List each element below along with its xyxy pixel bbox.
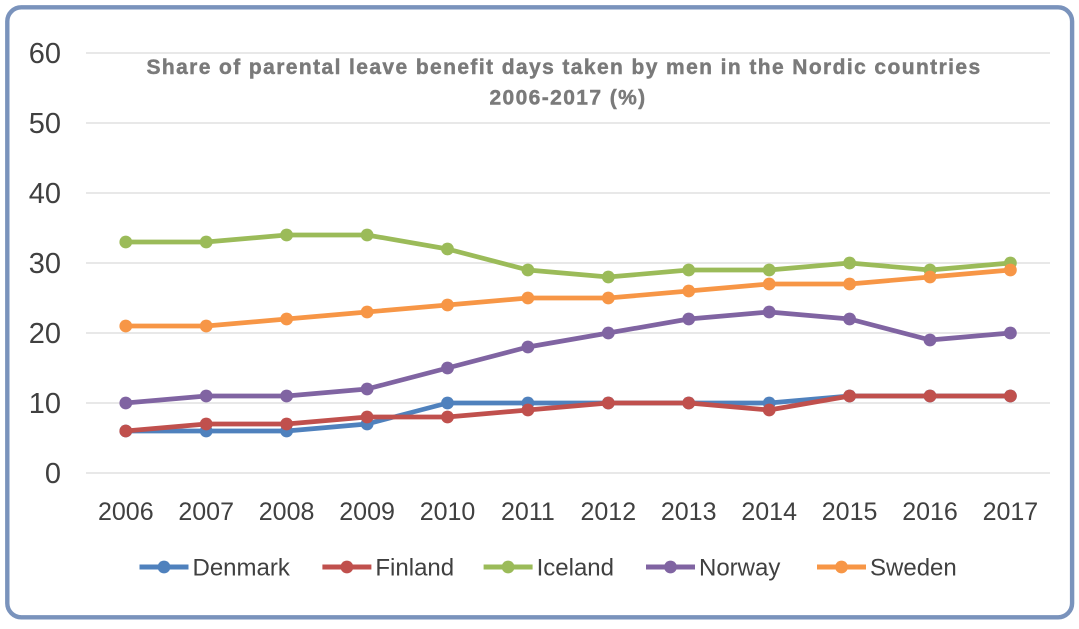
svg-text:2008: 2008 <box>259 498 315 526</box>
svg-text:40: 40 <box>29 178 61 210</box>
svg-text:Denmark: Denmark <box>193 555 291 582</box>
svg-text:30: 30 <box>29 248 61 280</box>
svg-text:2013: 2013 <box>661 498 717 526</box>
svg-text:2016: 2016 <box>902 498 958 526</box>
svg-text:2015: 2015 <box>822 498 878 526</box>
svg-text:Finland: Finland <box>375 555 454 582</box>
svg-text:2006-2017 (%): 2006-2017 (%) <box>489 87 646 110</box>
svg-text:50: 50 <box>29 108 61 140</box>
svg-text:2007: 2007 <box>178 498 234 526</box>
svg-text:2011: 2011 <box>501 498 555 526</box>
svg-text:Norway: Norway <box>699 555 780 582</box>
svg-text:0: 0 <box>45 458 61 490</box>
svg-text:20: 20 <box>29 318 61 350</box>
svg-text:Share of parental leave benefi: Share of parental leave benefit days tak… <box>146 56 981 79</box>
svg-text:2012: 2012 <box>580 498 636 526</box>
svg-text:2006: 2006 <box>98 498 154 526</box>
svg-text:Iceland: Iceland <box>537 555 614 582</box>
svg-text:2009: 2009 <box>339 498 395 526</box>
svg-text:2017: 2017 <box>983 498 1039 526</box>
svg-text:2014: 2014 <box>741 498 797 526</box>
svg-text:2010: 2010 <box>420 498 476 526</box>
svg-text:10: 10 <box>29 388 61 420</box>
svg-text:Sweden: Sweden <box>870 555 957 582</box>
svg-text:60: 60 <box>29 38 61 70</box>
